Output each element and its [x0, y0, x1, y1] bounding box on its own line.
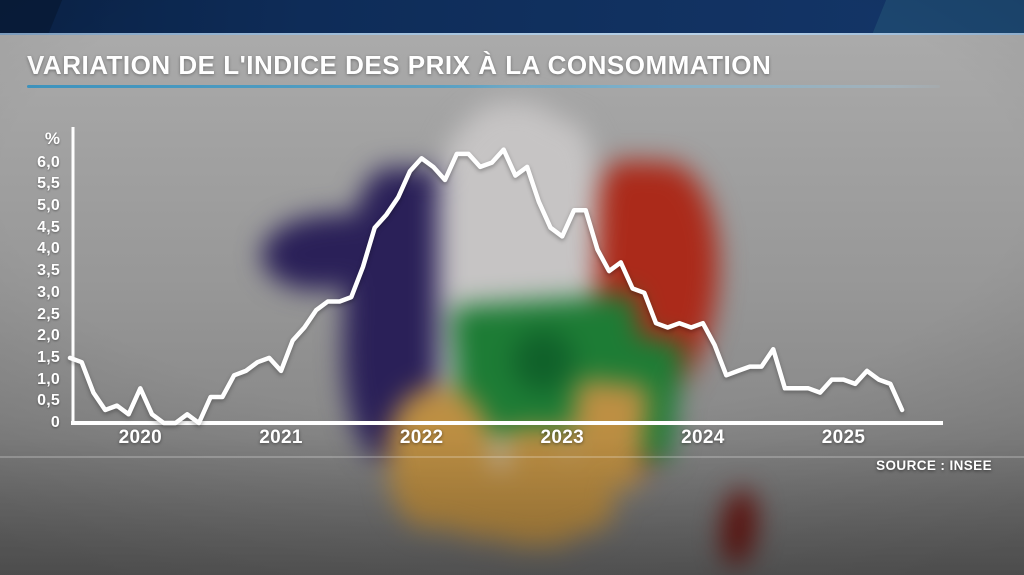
x-tick-label: 2023 [540, 427, 584, 448]
y-tick-label: 2,5 [37, 305, 60, 323]
y-axis-unit-label: % [44, 129, 60, 148]
y-axis-labels: 6,0 5,5 5,0 4,5 4,0 3,5 3,0 2,5 2,0 1,5 1,0 0,5 0 [0, 0, 60, 575]
x-tick-label: 2020 [118, 427, 163, 448]
y-tick-label: 0,5 [37, 392, 60, 410]
money-bag-shape [432, 468, 614, 540]
y-tick-label: 3,0 [37, 283, 60, 301]
x-tick-label: 2024 [681, 427, 725, 448]
source-label: SOURCE : INSEE [876, 458, 992, 473]
inflation-line [67, 147, 905, 426]
y-tick-label: 1,5 [37, 348, 60, 366]
y-tick-label: 5,5 [37, 175, 60, 193]
baseline-separator [0, 456, 1024, 458]
y-tick-label: 4,0 [37, 240, 60, 258]
x-tick-label: 2021 [259, 427, 303, 448]
y-tick-label: 2,0 [37, 327, 60, 345]
banknote-circle [512, 330, 574, 392]
y-tick-label: 5,0 [37, 197, 60, 214]
y-tick-label: 1,0 [37, 370, 60, 388]
banner-bottom-line [0, 33, 1024, 35]
y-tick-label: 6,0 [37, 153, 60, 171]
title-underline [27, 85, 940, 88]
top-banner [0, 0, 1024, 33]
page-title: VARIATION DE L'INDICE DES PRIX À LA CONS… [27, 50, 772, 80]
y-tick-label: 3,5 [37, 262, 60, 280]
x-tick-label: 2025 [821, 427, 866, 448]
x-tick-label: 2022 [399, 427, 444, 448]
y-tick-label: 0 [50, 414, 60, 431]
y-tick-label: 4,5 [37, 218, 60, 236]
